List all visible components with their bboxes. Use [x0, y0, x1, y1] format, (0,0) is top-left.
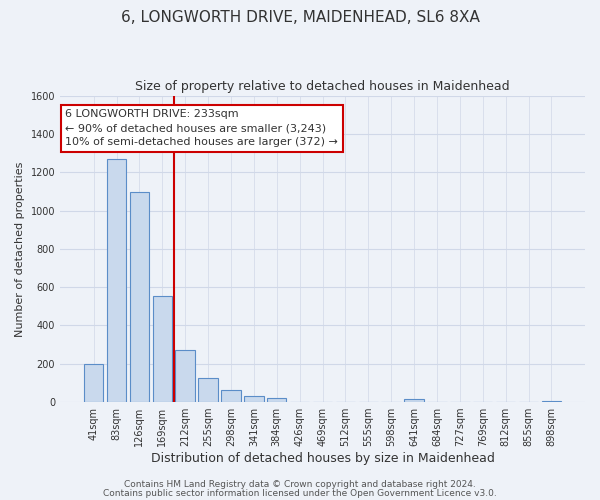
- Text: 6, LONGWORTH DRIVE, MAIDENHEAD, SL6 8XA: 6, LONGWORTH DRIVE, MAIDENHEAD, SL6 8XA: [121, 10, 479, 25]
- Text: Contains public sector information licensed under the Open Government Licence v3: Contains public sector information licen…: [103, 488, 497, 498]
- Bar: [199, 378, 218, 402]
- X-axis label: Distribution of detached houses by size in Maidenhead: Distribution of detached houses by size …: [151, 452, 494, 465]
- Bar: [267, 398, 286, 402]
- Bar: [175, 350, 195, 402]
- Text: 6 LONGWORTH DRIVE: 233sqm
← 90% of detached houses are smaller (3,243)
10% of se: 6 LONGWORTH DRIVE: 233sqm ← 90% of detac…: [65, 110, 338, 148]
- Bar: [542, 401, 561, 402]
- Text: Contains HM Land Registry data © Crown copyright and database right 2024.: Contains HM Land Registry data © Crown c…: [124, 480, 476, 489]
- Bar: [130, 192, 149, 402]
- Bar: [107, 159, 126, 402]
- Bar: [244, 396, 263, 402]
- Y-axis label: Number of detached properties: Number of detached properties: [15, 161, 25, 336]
- Title: Size of property relative to detached houses in Maidenhead: Size of property relative to detached ho…: [135, 80, 510, 93]
- Bar: [404, 399, 424, 402]
- Bar: [84, 364, 103, 402]
- Bar: [152, 296, 172, 402]
- Bar: [221, 390, 241, 402]
